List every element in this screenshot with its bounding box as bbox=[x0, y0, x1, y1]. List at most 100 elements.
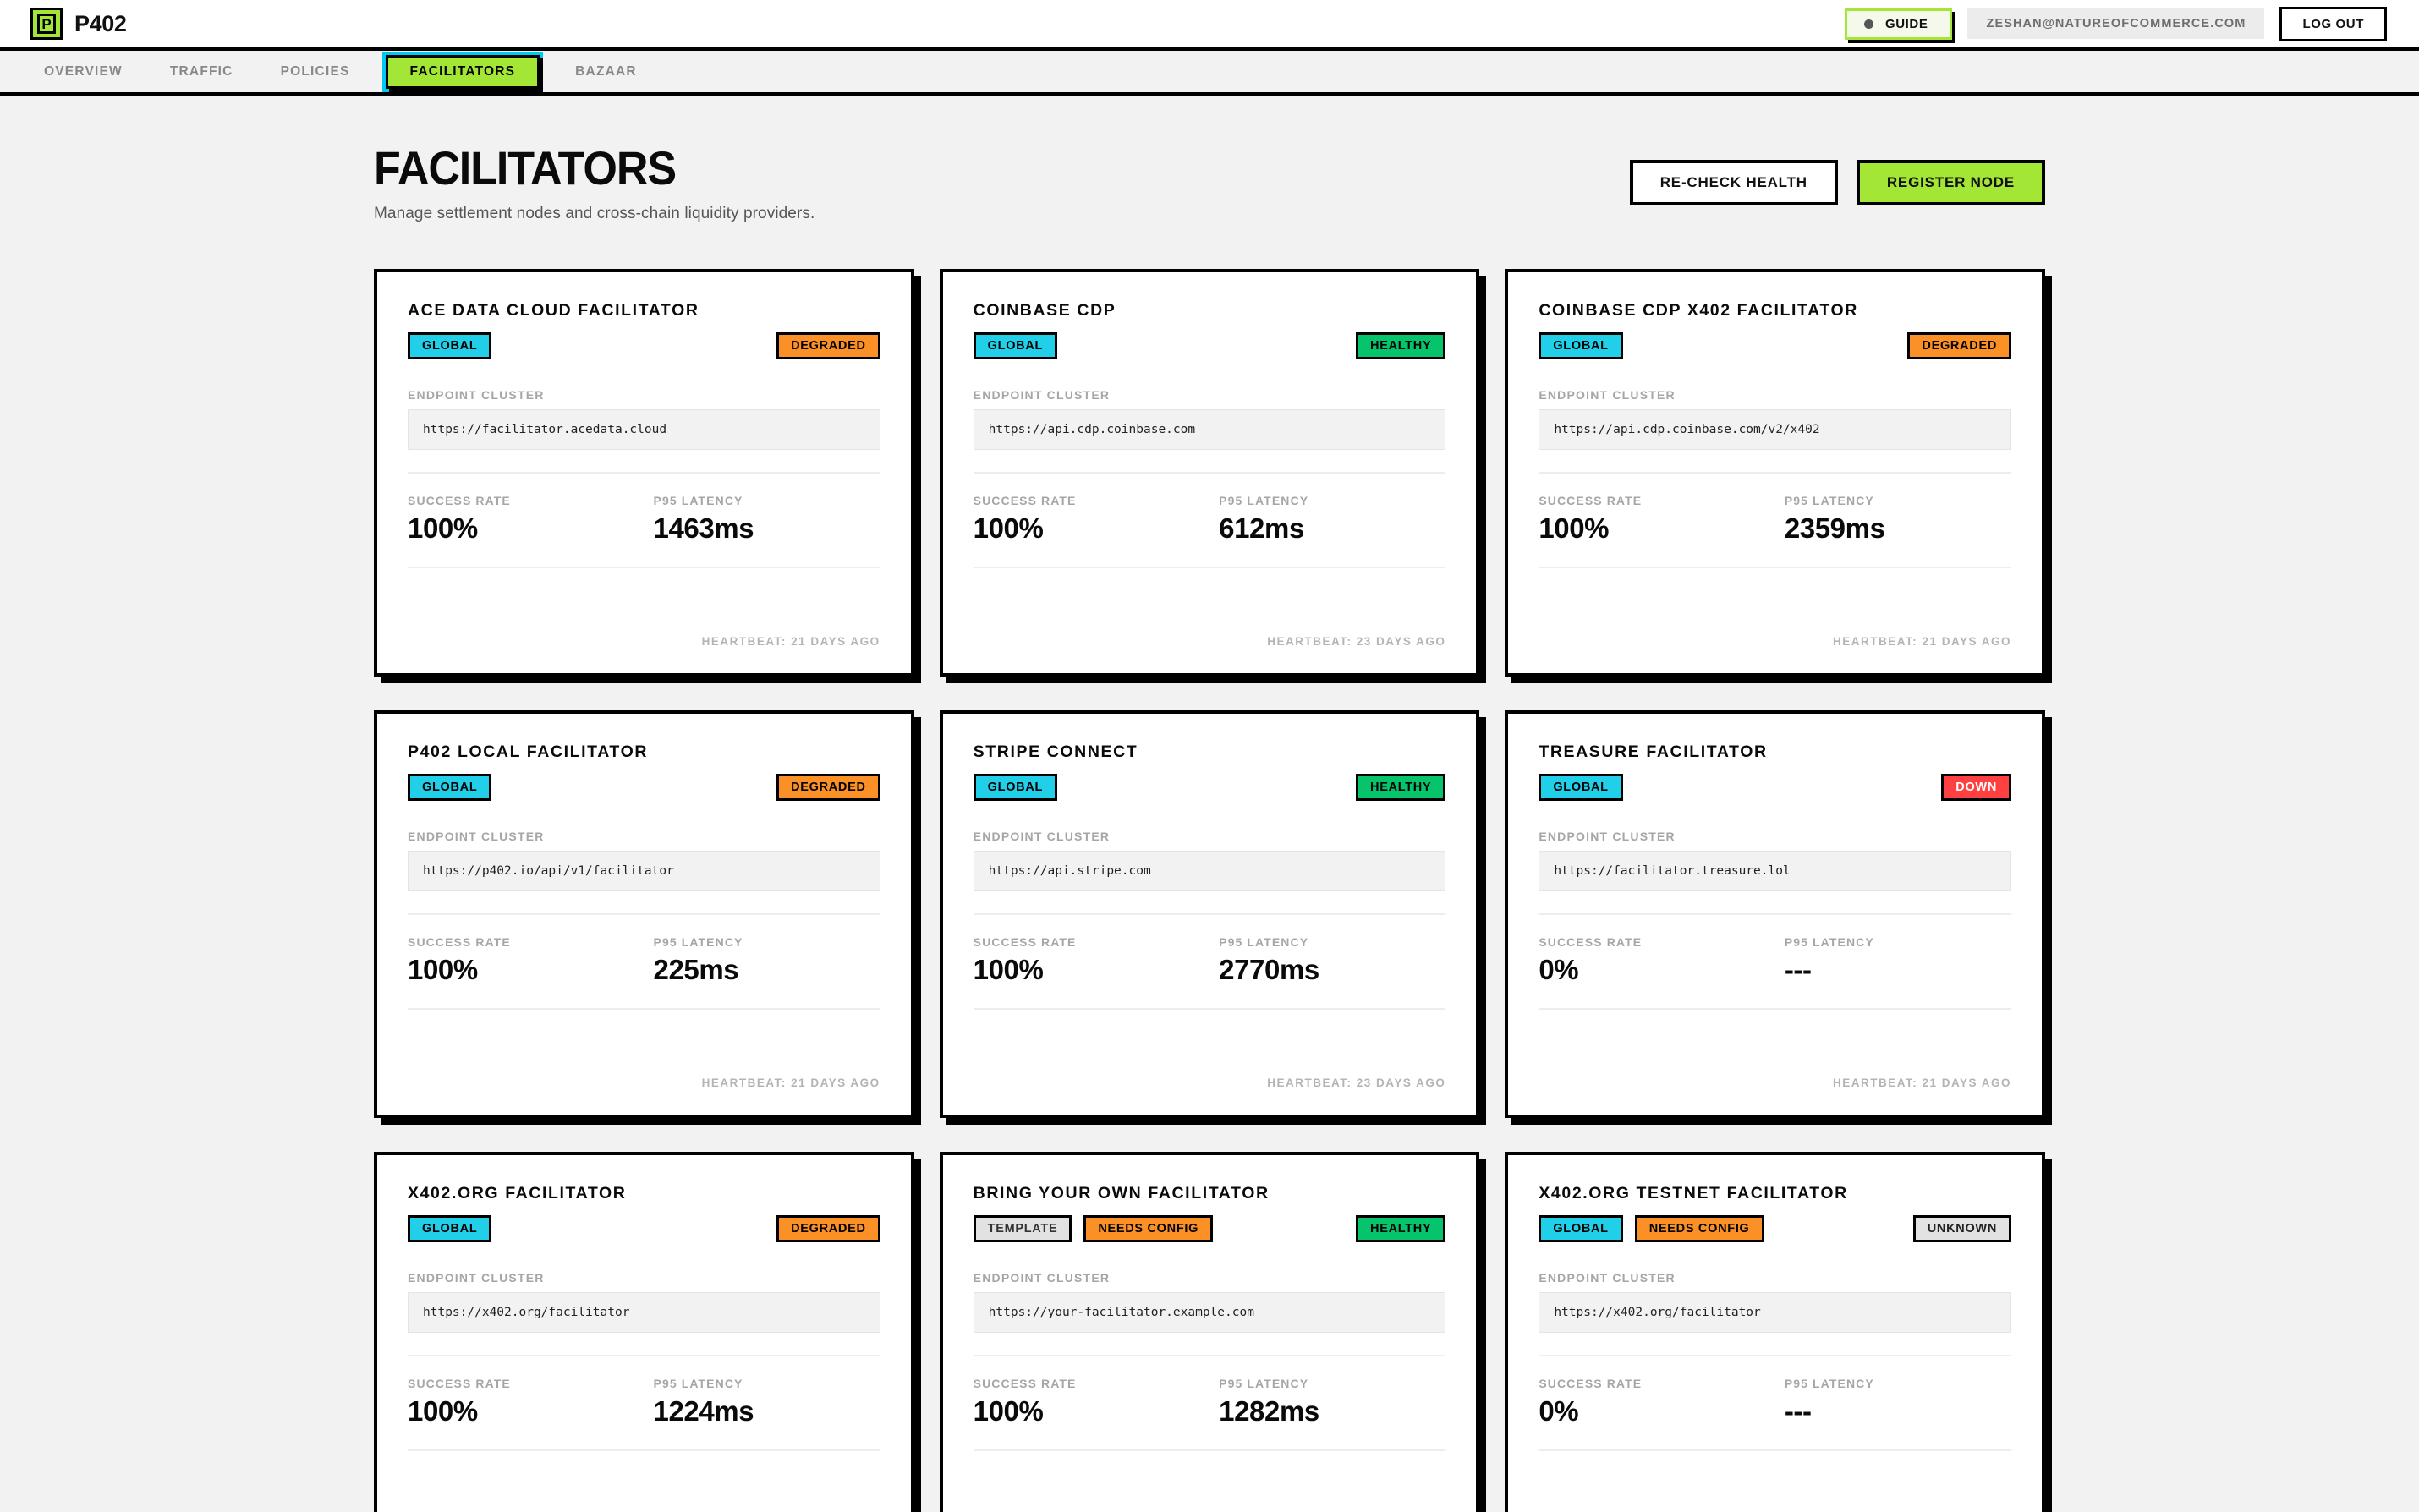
p95-latency-value: 612ms bbox=[1219, 512, 1304, 544]
divider bbox=[1539, 1008, 2011, 1010]
endpoint-cluster-label: ENDPOINT CLUSTER bbox=[408, 388, 545, 402]
endpoint-cluster-label: ENDPOINT CLUSTER bbox=[1539, 388, 1676, 402]
success-rate-metric: SUCCESS RATE 0% bbox=[1539, 1377, 1785, 1427]
divider bbox=[973, 913, 1446, 915]
success-rate-value: 100% bbox=[408, 512, 478, 544]
main-content: FACILITATORS Manage settlement nodes and… bbox=[0, 96, 2419, 1512]
register-node-button[interactable]: REGISTER NODE bbox=[1856, 160, 2045, 205]
p95-latency-metric: P95 LATENCY 2770ms bbox=[1219, 935, 1445, 986]
p95-latency-metric: P95 LATENCY --- bbox=[1785, 935, 2011, 986]
status-badge: DEGRADED bbox=[776, 1215, 880, 1242]
badge-row: GLOBAL DOWN bbox=[1539, 774, 2011, 801]
status-badge: DEGRADED bbox=[1907, 332, 2011, 359]
facilitator-card[interactable]: BRING YOUR OWN FACILITATOR TEMPLATE NEEDS… bbox=[939, 1152, 1480, 1512]
p95-latency-value: 2359ms bbox=[1784, 512, 1885, 544]
facilitator-grid: ACE DATA CLOUD FACILITATOR GLOBAL DEGRAD… bbox=[374, 223, 2045, 1512]
guide-button-label: GUIDE bbox=[1884, 16, 1928, 31]
top-bar-actions: GUIDE ZESHAN@NATUREOFCOMMERCE.COM LOG OU… bbox=[1844, 6, 2387, 41]
p95-latency-metric: P95 LATENCY --- bbox=[1785, 1377, 2011, 1427]
badge-template: TEMPLATE bbox=[973, 1215, 1072, 1242]
p95-latency-metric: P95 LATENCY 1282ms bbox=[1219, 1377, 1445, 1427]
logout-button[interactable]: LOG OUT bbox=[2279, 6, 2387, 41]
heartbeat-text: HEARTBEAT: 23 DAYS AGO bbox=[1267, 1076, 1446, 1089]
recheck-health-button[interactable]: RE-CHECK HEALTH bbox=[1629, 160, 1838, 205]
facilitator-card[interactable]: TREASURE FACILITATOR GLOBAL DOWN ENDPOIN… bbox=[1505, 710, 2045, 1118]
endpoint-url[interactable]: https://x402.org/facilitator bbox=[408, 1292, 880, 1333]
facilitator-name: X402.ORG TESTNET FACILITATOR bbox=[1539, 1184, 1848, 1202]
success-rate-label: SUCCESS RATE bbox=[408, 1377, 511, 1390]
badge-row: GLOBAL HEALTHY bbox=[973, 332, 1446, 359]
heartbeat-text: HEARTBEAT: 21 DAYS AGO bbox=[701, 1076, 880, 1089]
badge-row: GLOBAL HEALTHY bbox=[973, 774, 1446, 801]
nav-item-bazaar[interactable]: BAZAAR bbox=[575, 63, 637, 79]
badge-needscfg: NEEDS CONFIG bbox=[1634, 1215, 1764, 1242]
endpoint-url[interactable]: https://facilitator.acedata.cloud bbox=[408, 409, 880, 450]
divider bbox=[1539, 567, 2011, 568]
success-rate-value: 0% bbox=[1539, 954, 1579, 985]
divider bbox=[973, 1449, 1446, 1451]
facilitator-card[interactable]: ACE DATA CLOUD FACILITATOR GLOBAL DEGRAD… bbox=[374, 269, 914, 677]
divider bbox=[408, 1008, 880, 1010]
metrics-row: SUCCESS RATE 0% P95 LATENCY --- bbox=[1539, 1377, 2011, 1427]
p95-latency-label: P95 LATENCY bbox=[1784, 935, 1874, 949]
success-rate-metric: SUCCESS RATE 100% bbox=[1539, 494, 1785, 545]
endpoint-cluster-label: ENDPOINT CLUSTER bbox=[973, 388, 1111, 402]
badge-row: GLOBAL DEGRADED bbox=[408, 1215, 880, 1242]
status-badge: HEALTHY bbox=[1356, 1215, 1446, 1242]
divider bbox=[1539, 1355, 2011, 1356]
guide-button[interactable]: GUIDE bbox=[1844, 8, 1953, 40]
heartbeat-text: HEARTBEAT: 21 DAYS AGO bbox=[408, 1494, 880, 1512]
facilitator-name: TREASURE FACILITATOR bbox=[1539, 742, 1768, 761]
p95-latency-metric: P95 LATENCY 2359ms bbox=[1785, 494, 2011, 545]
success-rate-value: 0% bbox=[1539, 1395, 1579, 1427]
badge-needscfg: NEEDS CONFIG bbox=[1083, 1215, 1214, 1242]
endpoint-cluster-label: ENDPOINT CLUSTER bbox=[1539, 1271, 1676, 1285]
endpoint-cluster-label: ENDPOINT CLUSTER bbox=[973, 1271, 1111, 1285]
metrics-row: SUCCESS RATE 100% P95 LATENCY 2770ms bbox=[974, 935, 1446, 986]
success-rate-value: 100% bbox=[973, 512, 1044, 544]
success-rate-label: SUCCESS RATE bbox=[973, 1377, 1077, 1390]
endpoint-url[interactable]: https://p402.io/api/v1/facilitator bbox=[408, 851, 880, 891]
endpoint-url[interactable]: https://api.cdp.coinbase.com/v2/x402 bbox=[1539, 409, 2011, 450]
metrics-row: SUCCESS RATE 100% P95 LATENCY 1463ms bbox=[408, 494, 880, 545]
success-rate-metric: SUCCESS RATE 100% bbox=[408, 935, 654, 986]
success-rate-metric: SUCCESS RATE 0% bbox=[1539, 935, 1785, 986]
brand-name: P402 bbox=[74, 10, 127, 36]
facilitator-card[interactable]: X402.ORG TESTNET FACILITATOR GLOBAL NEEDS… bbox=[1505, 1152, 2045, 1512]
facilitator-card[interactable]: P402 LOCAL FACILITATOR GLOBAL DEGRADED E… bbox=[374, 710, 914, 1118]
facilitator-card[interactable]: COINBASE CDP X402 FACILITATOR GLOBAL DEG… bbox=[1505, 269, 2045, 677]
p95-latency-value: 1224ms bbox=[653, 1395, 754, 1427]
facilitator-card[interactable]: COINBASE CDP GLOBAL HEALTHY ENDPOINT CLU… bbox=[939, 269, 1480, 677]
endpoint-url[interactable]: https://api.cdp.coinbase.com bbox=[973, 409, 1446, 450]
success-rate-metric: SUCCESS RATE 100% bbox=[974, 494, 1220, 545]
account-email[interactable]: ZESHAN@NATUREOFCOMMERCE.COM bbox=[1967, 8, 2265, 39]
success-rate-metric: SUCCESS RATE 100% bbox=[408, 1377, 654, 1427]
p95-latency-label: P95 LATENCY bbox=[1219, 1377, 1309, 1390]
heartbeat-text: HEARTBEAT: 21 DAYS AGO bbox=[1832, 635, 2011, 648]
p95-latency-value: 1463ms bbox=[653, 512, 754, 544]
status-badge: HEALTHY bbox=[1356, 774, 1446, 801]
nav-item-policies[interactable]: POLICIES bbox=[280, 63, 350, 79]
divider bbox=[408, 472, 880, 474]
endpoint-url[interactable]: https://x402.org/facilitator bbox=[1539, 1292, 2011, 1333]
divider bbox=[973, 1355, 1446, 1356]
nav-item-overview[interactable]: OVERVIEW bbox=[44, 63, 123, 79]
divider bbox=[973, 472, 1446, 474]
endpoint-url[interactable]: https://api.stripe.com bbox=[973, 851, 1446, 891]
metrics-row: SUCCESS RATE 100% P95 LATENCY 612ms bbox=[974, 494, 1446, 545]
p95-latency-value: --- bbox=[1784, 954, 1812, 985]
endpoint-url[interactable]: https://your-facilitator.example.com bbox=[973, 1292, 1446, 1333]
page-header: FACILITATORS Manage settlement nodes and… bbox=[374, 129, 2045, 223]
brand[interactable]: P P402 bbox=[30, 8, 127, 40]
facilitator-card[interactable]: STRIPE CONNECT GLOBAL HEALTHY ENDPOINT C… bbox=[939, 710, 1480, 1118]
nav-item-facilitators[interactable]: FACILITATORS bbox=[385, 54, 540, 89]
divider bbox=[1539, 472, 2011, 474]
badge-global: GLOBAL bbox=[973, 332, 1058, 359]
status-badge: UNKNOWN bbox=[1912, 1215, 2011, 1242]
p95-latency-value: 1282ms bbox=[1219, 1395, 1319, 1427]
facilitator-name: P402 LOCAL FACILITATOR bbox=[408, 742, 649, 761]
facilitator-name: ACE DATA CLOUD FACILITATOR bbox=[408, 301, 699, 320]
endpoint-url[interactable]: https://facilitator.treasure.lol bbox=[1539, 851, 2011, 891]
nav-item-traffic[interactable]: TRAFFIC bbox=[169, 63, 233, 79]
facilitator-card[interactable]: X402.ORG FACILITATOR GLOBAL DEGRADED END… bbox=[374, 1152, 914, 1512]
